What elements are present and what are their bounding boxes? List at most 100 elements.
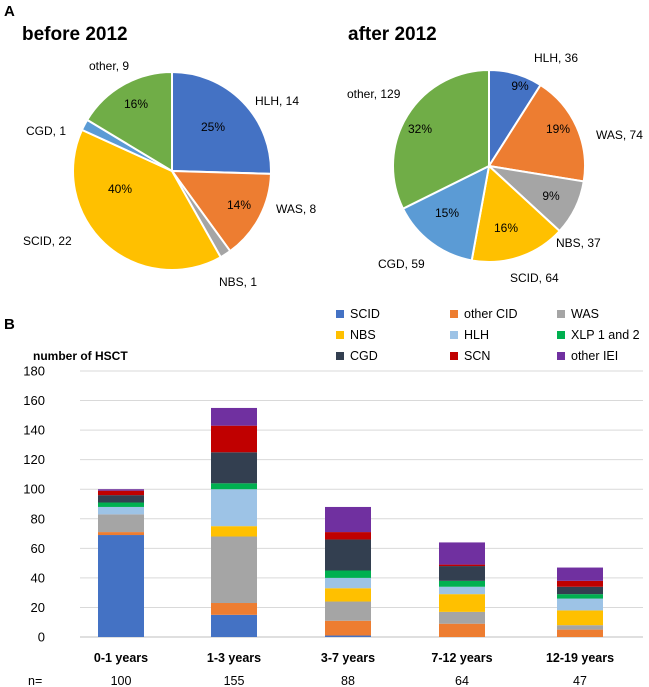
- pie-after-2012-label-scid: SCID, 64: [510, 271, 559, 285]
- bar-1-3-years-was: [211, 536, 257, 604]
- pie-before-2012-label-cgd: CGD, 1: [26, 124, 66, 138]
- bar-3-7-years-other-iei: [325, 506, 371, 533]
- pie-after-2012-pct-hlh: 9%: [511, 79, 529, 93]
- bar-1-3-years-scn: [211, 425, 257, 453]
- y-tick-label: 20: [31, 600, 45, 615]
- bar-12-19-years-cgd: [557, 586, 603, 595]
- pie-before-2012-label-hlh: HLH, 14: [255, 94, 299, 108]
- bar-7-12-years-was: [439, 611, 485, 624]
- y-tick-label: 40: [31, 570, 45, 585]
- bar-0-1-years-scid: [98, 535, 144, 637]
- pie-after-2012-slice-other: [392, 68, 490, 211]
- pie-before-2012-slice-other: [85, 70, 173, 173]
- n-total-value: 100: [111, 674, 132, 687]
- bar-1-3-years-xlp-1-and-2: [211, 483, 257, 490]
- pie-after-2012-label-hlh: HLH, 36: [534, 51, 578, 65]
- pie-before-2012-pct-was: 14%: [227, 198, 251, 212]
- bar-1-3-years-other-cid: [211, 603, 257, 615]
- bar-3-7-years-was: [325, 601, 371, 621]
- legend-swatch-cgd: [336, 352, 344, 360]
- bar-1-3-years-cgd: [211, 452, 257, 484]
- y-tick-label: 80: [31, 511, 45, 526]
- n-prefix-label: n=: [28, 674, 42, 687]
- legend-label-hlh: HLH: [464, 328, 489, 342]
- pie-before-2012-slice-scid: [72, 128, 223, 271]
- pie-before-2012-title: before 2012: [22, 24, 128, 45]
- bar-legend: SCID other CID WAS NBS HLH XLP 1 and 2 CGD SCN o…: [336, 307, 640, 363]
- bar-3-7-years-other-cid: [325, 620, 371, 636]
- pie-after-2012-slice-scid: [470, 164, 562, 263]
- pie-after-2012-pct-scid: 16%: [494, 221, 518, 235]
- y-tick-label: 100: [23, 482, 45, 497]
- bar-1-3-years-other-iei: [211, 407, 257, 426]
- bar-7-12-years-other-cid: [439, 623, 485, 637]
- bar-3-7-years-nbs: [325, 588, 371, 602]
- pie-after-2012-label-nbs: NBS, 37: [556, 236, 601, 250]
- legend-label-other-iei: other IEI: [571, 349, 618, 363]
- x-category-label: 3-7 years: [321, 651, 375, 665]
- x-category-label: 0-1 years: [94, 651, 148, 665]
- legend-swatch-other-iei: [557, 352, 565, 360]
- pie-after-2012-pct-cgd: 15%: [435, 206, 459, 220]
- x-category-label: 7-12 years: [431, 651, 492, 665]
- bar-7-12-years-cgd: [439, 566, 485, 581]
- n-total-value: 88: [341, 674, 355, 687]
- bar-7-12-years-other-iei: [439, 542, 485, 565]
- bar-0-1-years-other-cid: [98, 532, 144, 536]
- legend-swatch-was: [557, 310, 565, 318]
- y-tick-label: 0: [38, 630, 45, 645]
- legend-label-other-cid: other CID: [464, 307, 518, 321]
- pie-after-2012-title: after 2012: [348, 24, 437, 45]
- bar-0-1-years-was: [98, 514, 144, 533]
- bar-1-3-years-hlh: [211, 489, 257, 527]
- pie-after-2012-pct-other: 32%: [408, 122, 432, 136]
- bar-0-1-years-scn: [98, 490, 144, 496]
- legend-label-scid: SCID: [350, 307, 380, 321]
- x-category-label: 1-3 years: [207, 651, 261, 665]
- bar-7-12-years-nbs: [439, 594, 485, 612]
- bar-1-3-years-scid: [211, 614, 257, 637]
- bar-12-19-years-hlh: [557, 598, 603, 611]
- bar-0-1-years-hlh: [98, 506, 144, 515]
- bar-0-1-years-other-iei: [98, 489, 144, 491]
- n-total-value: 64: [455, 674, 469, 687]
- pie-before-2012-pct-scid: 40%: [108, 182, 132, 196]
- panel-b-letter: B: [4, 316, 15, 333]
- legend-label-nbs: NBS: [350, 328, 376, 342]
- pie-before-2012-label-was: WAS, 8: [276, 202, 317, 216]
- bar-0-1-years-xlp-1-and-2: [98, 502, 144, 507]
- n-total-value: 155: [224, 674, 245, 687]
- legend-swatch-scid: [336, 310, 344, 318]
- y-tick-label: 140: [23, 423, 45, 438]
- pie-before-2012-slice-hlh: [171, 70, 272, 175]
- bar-12-19-years-xlp-1-and-2: [557, 594, 603, 599]
- bar-3-7-years-hlh: [325, 577, 371, 589]
- pie-after-2012-label-was: WAS, 74: [596, 128, 643, 142]
- bar-0-1-years-cgd: [98, 495, 144, 503]
- y-tick-label: 120: [23, 452, 45, 467]
- y-axis-title: number of HSCT: [33, 349, 128, 363]
- bar-3-7-years-scn: [325, 532, 371, 540]
- legend-swatch-nbs: [336, 331, 344, 339]
- y-tick-label: 160: [23, 393, 45, 408]
- pie-after-2012-label-cgd: CGD, 59: [378, 257, 425, 271]
- bar-3-7-years-scid: [325, 635, 371, 637]
- pie-before-2012-pct-other: 16%: [124, 97, 148, 111]
- pie-before-2012-pct-hlh: 25%: [201, 120, 225, 134]
- n-total-value: 47: [573, 674, 587, 687]
- pie-after-2012-slice-was: [487, 83, 586, 183]
- stacked-bar-chart: 0 20 40 60 80 100 120 140 160 180 0-1 years 100 1-3 …: [23, 364, 643, 687]
- bar-12-19-years-nbs: [557, 610, 603, 626]
- legend-swatch-other-cid: [450, 310, 458, 318]
- pie-before-2012-label-scid: SCID, 22: [23, 234, 72, 248]
- bar-7-12-years-xlp-1-and-2: [439, 580, 485, 587]
- pie-after-2012-pct-nbs: 9%: [542, 189, 560, 203]
- pie-after-2012-slice-cgd: [401, 164, 491, 262]
- panel-a-letter: A: [4, 3, 15, 20]
- legend-label-scn: SCN: [464, 349, 490, 363]
- pie-chart-before-2012: HLH, 14 25% WAS, 8 14% NBS, 1 SCID, 22 40% CGD,…: [23, 59, 317, 289]
- bar-12-19-years-other-iei: [557, 567, 603, 581]
- y-tick-label: 180: [23, 364, 45, 379]
- bar-12-19-years-was: [557, 625, 603, 630]
- legend-label-cgd: CGD: [350, 349, 378, 363]
